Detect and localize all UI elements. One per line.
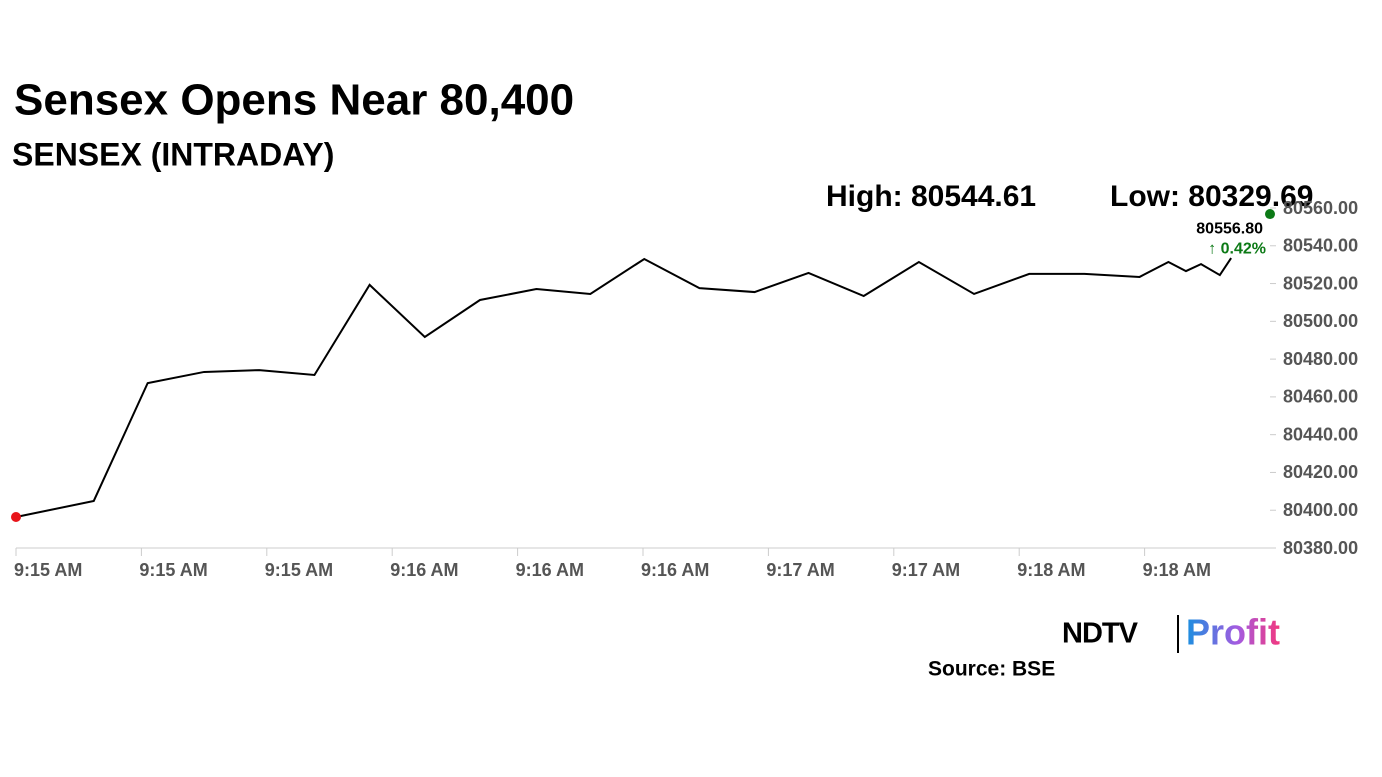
x-tick-label: 9:15 AM xyxy=(14,560,82,580)
x-tick-label: 9:15 AM xyxy=(265,560,333,580)
x-tick-label: 9:16 AM xyxy=(516,560,584,580)
x-tick-label: 9:16 AM xyxy=(390,560,458,580)
x-tick-label: 9:18 AM xyxy=(1017,560,1085,580)
high-annotation: High: 80544.61 xyxy=(826,180,1036,213)
logo-profit: Profit xyxy=(1186,612,1280,653)
y-tick-label: 80500.00 xyxy=(1283,311,1358,331)
last-value-label: 80556.80 xyxy=(1196,220,1263,237)
price-line xyxy=(15,257,1232,519)
y-tick-label: 80520.00 xyxy=(1283,273,1358,293)
y-tick-label: 80460.00 xyxy=(1283,387,1358,407)
x-tick-label: 9:15 AM xyxy=(139,560,207,580)
x-tick-label: 9:16 AM xyxy=(641,560,709,580)
y-tick-label: 80440.00 xyxy=(1283,424,1358,444)
y-tick-label: 80420.00 xyxy=(1283,462,1358,482)
y-tick-label: 80560.00 xyxy=(1283,198,1358,218)
change-label: ↑ 0.42% xyxy=(1208,240,1266,257)
y-tick-label: 80540.00 xyxy=(1283,236,1358,256)
chart-subtitle: SENSEX (INTRADAY) xyxy=(12,136,334,172)
y-tick-label: 80480.00 xyxy=(1283,349,1358,369)
chart-title: Sensex Opens Near 80,400 xyxy=(14,76,574,125)
x-tick-label: 9:17 AM xyxy=(766,560,834,580)
y-tick-label: 80380.00 xyxy=(1283,538,1358,558)
logo-ndtv: NDTV xyxy=(1062,618,1139,650)
marker-dot xyxy=(11,512,21,523)
marker-dot xyxy=(1265,209,1275,220)
x-tick-label: 9:17 AM xyxy=(892,560,960,580)
low-annotation: Low: 80329.69 xyxy=(1110,180,1313,213)
x-tick-label: 9:18 AM xyxy=(1143,560,1211,580)
source: Source: BSE xyxy=(928,658,1055,681)
y-tick-label: 80400.00 xyxy=(1283,500,1358,520)
